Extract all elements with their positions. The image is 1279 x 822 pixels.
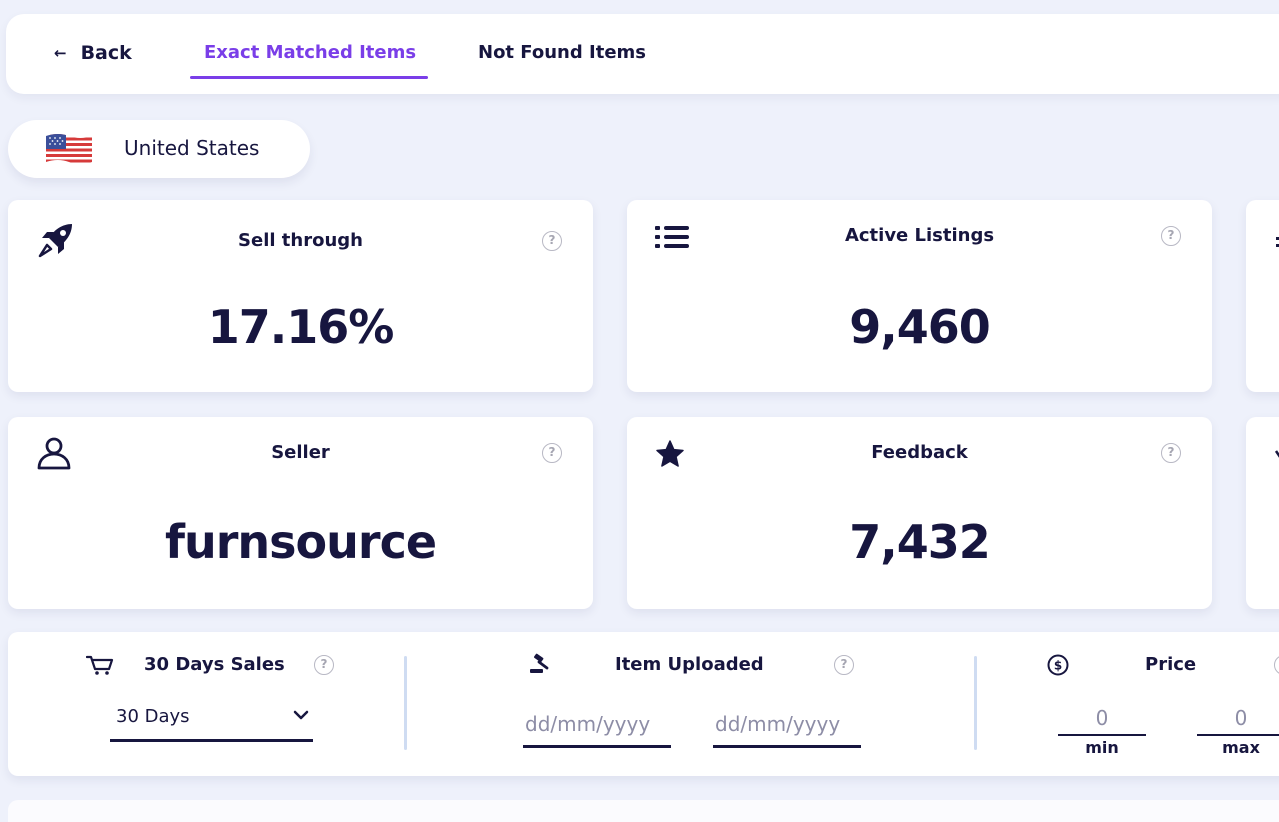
feedback-value: 7,432 xyxy=(849,515,991,569)
partial-card-top xyxy=(1246,200,1279,392)
price-max-input[interactable] xyxy=(1197,702,1279,736)
feedback-help-icon[interactable]: ? xyxy=(1161,443,1181,463)
star-icon xyxy=(656,440,684,467)
country-selector[interactable]: United States xyxy=(8,120,310,178)
feedback-title: Feedback xyxy=(871,442,968,463)
filter-divider xyxy=(974,656,977,750)
gavel-icon xyxy=(530,653,549,673)
top-nav: ← Back Exact Matched Items Not Found Ite… xyxy=(6,14,1279,94)
back-label: Back xyxy=(80,42,132,64)
seller-help-icon[interactable]: ? xyxy=(542,443,562,463)
tab-exact-matched-items[interactable]: Exact Matched Items xyxy=(204,42,417,63)
price-min-input[interactable] xyxy=(1058,702,1146,736)
svg-text:$: $ xyxy=(1054,659,1062,673)
sell-through-title: Sell through xyxy=(238,230,363,251)
filter-divider xyxy=(404,656,407,750)
uploaded-filter-title: Item Uploaded xyxy=(615,654,764,675)
seller-value: furnsource xyxy=(164,515,437,569)
seller-title: Seller xyxy=(271,442,330,463)
list-icon xyxy=(655,226,689,248)
uploaded-to-date-input[interactable] xyxy=(713,702,861,748)
sales-period-value: 30 Days xyxy=(116,706,190,727)
active-listings-value: 9,460 xyxy=(849,300,991,354)
tab-not-found-items[interactable]: Not Found Items xyxy=(478,42,646,63)
user-icon xyxy=(37,437,71,470)
sales-period-select[interactable]: 30 Days xyxy=(110,696,313,742)
sell-through-value: 17.16% xyxy=(207,300,395,354)
active-tab-indicator xyxy=(190,76,428,79)
cart-icon xyxy=(86,655,114,675)
price-min-label: min xyxy=(1085,738,1119,757)
active-listings-card: Active Listings ? 9,460 xyxy=(627,200,1212,392)
chevron-down-icon xyxy=(293,710,309,720)
partial-icon xyxy=(1276,237,1279,247)
partial-icon xyxy=(1274,450,1279,458)
back-button[interactable]: ← Back xyxy=(54,42,132,64)
dollar-icon: $ xyxy=(1047,654,1069,676)
sales-help-icon[interactable]: ? xyxy=(314,655,334,675)
filter-bar: 30 Days Sales ? 30 Days Item Uploaded ? … xyxy=(8,632,1279,776)
rocket-icon xyxy=(38,224,72,258)
uploaded-from-date-input[interactable] xyxy=(523,702,671,748)
sell-through-card: Sell through ? 17.16% xyxy=(8,200,593,392)
price-filter-title: Price xyxy=(1145,654,1197,675)
back-arrow-icon: ← xyxy=(54,44,67,62)
price-help-icon[interactable]: ? xyxy=(1274,655,1279,675)
country-name: United States xyxy=(124,136,260,160)
sales-filter-title: 30 Days Sales xyxy=(144,654,285,675)
sell-through-help-icon[interactable]: ? xyxy=(542,231,562,251)
active-listings-title: Active Listings xyxy=(844,225,995,246)
price-max-label: max xyxy=(1222,738,1260,757)
next-panel-edge xyxy=(8,800,1279,822)
active-listings-help-icon[interactable]: ? xyxy=(1161,226,1181,246)
seller-card: Seller ? furnsource xyxy=(8,417,593,609)
us-flag-icon xyxy=(46,134,92,164)
feedback-card: Feedback ? 7,432 xyxy=(627,417,1212,609)
partial-card-bottom xyxy=(1246,417,1279,609)
uploaded-help-icon[interactable]: ? xyxy=(834,655,854,675)
